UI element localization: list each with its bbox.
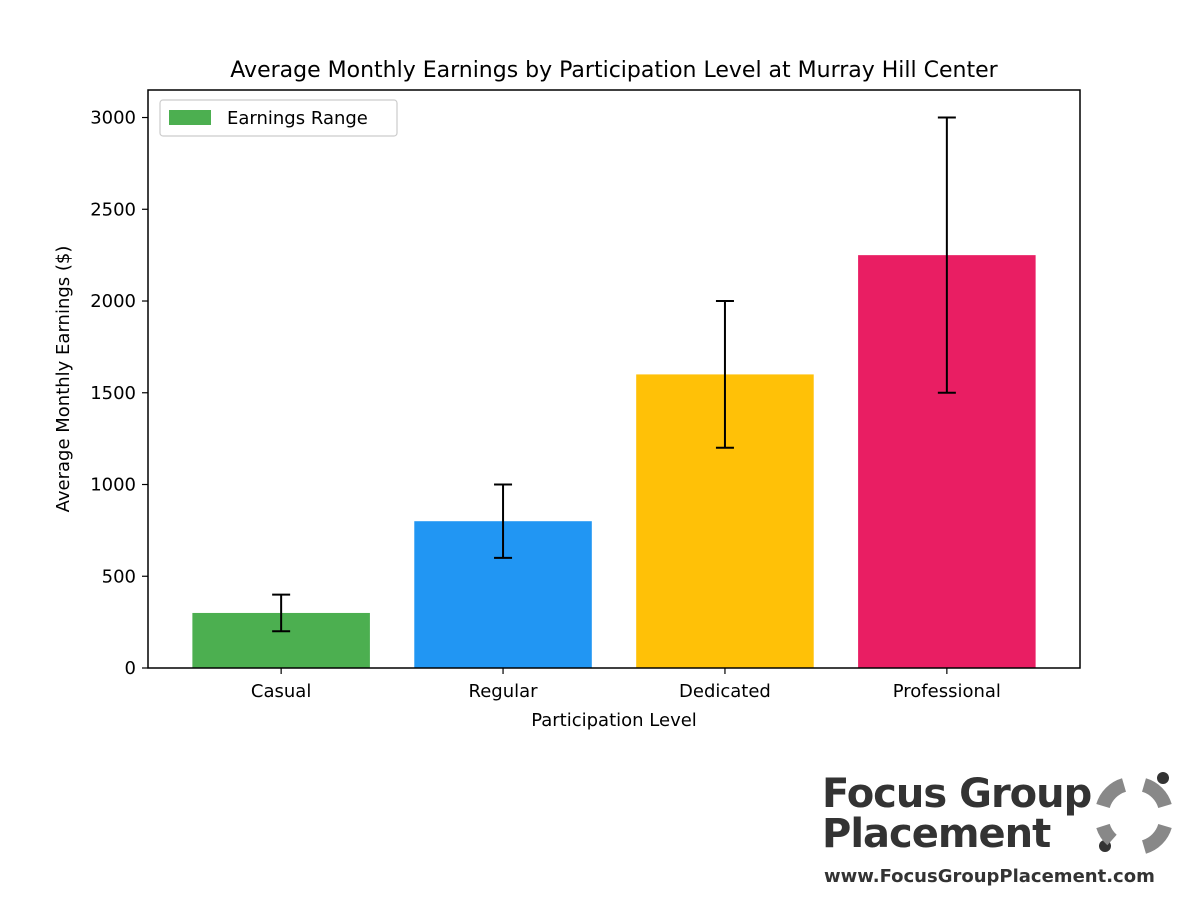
legend-swatch xyxy=(169,110,211,125)
y-tick-label: 1500 xyxy=(90,383,136,404)
x-tick-label: Professional xyxy=(893,681,1001,702)
plot-area: Casual Regular Dedicated Professional 0 500 10… xyxy=(90,89,1081,702)
x-tick-label: Regular xyxy=(469,681,539,702)
company-logo: Focus Group Placement www.FocusGroupPlac… xyxy=(822,771,1182,894)
y-tick-label: 3000 xyxy=(90,108,136,129)
x-tick-label: Dedicated xyxy=(679,681,771,702)
logo-wordmark: Focus Group Placement xyxy=(822,771,1092,857)
plot-frame xyxy=(147,89,1081,669)
legend-frame xyxy=(159,99,398,137)
logo-line-2: Placement xyxy=(822,811,1051,857)
bar-chart: Average Monthly Earnings by Participatio… xyxy=(53,58,1081,731)
logo-url: www.FocusGroupPlacement.com xyxy=(824,866,1155,887)
y-tick-label: 2500 xyxy=(90,199,136,220)
y-axis-label: Average Monthly Earnings ($) xyxy=(53,246,74,513)
y-tick-label: 500 xyxy=(102,566,136,587)
focus-group-placement-ring-icon xyxy=(1096,772,1172,854)
y-tick-label: 1000 xyxy=(90,475,136,496)
x-tick-label: Casual xyxy=(251,681,311,702)
legend: Earnings Range xyxy=(159,99,398,137)
logo-line-1: Focus Group xyxy=(822,771,1092,817)
x-axis-label: Participation Level xyxy=(531,710,697,731)
chart-title: Average Monthly Earnings by Participatio… xyxy=(230,58,998,83)
legend-label: Earnings Range xyxy=(227,108,368,129)
y-tick-label: 0 xyxy=(125,658,136,679)
y-tick-label: 2000 xyxy=(90,291,136,312)
